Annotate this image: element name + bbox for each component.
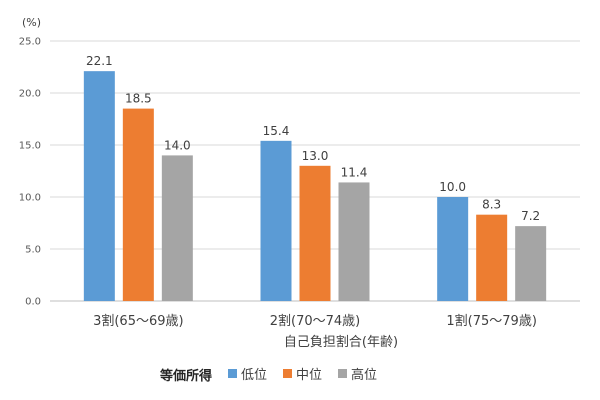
data-label: 11.4 (341, 165, 368, 179)
data-label: 8.3 (482, 198, 501, 212)
legend-swatch-中位 (283, 369, 292, 378)
bar-高位 (338, 182, 370, 301)
data-label: 14.0 (164, 138, 191, 152)
data-label: 18.5 (125, 92, 152, 106)
legend-label: 高位 (351, 367, 377, 383)
bar-中位 (299, 165, 331, 301)
legend-label: 中位 (296, 368, 322, 383)
category-label: 2割(70〜74歳) (270, 313, 361, 329)
bar-中位 (122, 108, 154, 301)
x-axis-categories: 3割(65〜69歳) 2割(70〜74歳) 1割(75〜79歳) (93, 313, 537, 329)
y-axis-ticks: 0.0 5.0 10.0 15.0 20.0 25.0 (19, 37, 41, 308)
category-label: 3割(65〜69歳) (93, 313, 184, 329)
data-label: 13.0 (302, 149, 329, 163)
y-axis-unit-label: (%) (22, 16, 41, 29)
data-label: 22.1 (86, 54, 113, 68)
y-tick-label: 25.0 (19, 37, 41, 48)
legend: 等価所得 低位 中位 高位 (159, 367, 377, 384)
data-label: 7.2 (521, 209, 540, 223)
y-tick-label: 0.0 (25, 297, 41, 308)
bar-高位 (515, 226, 547, 301)
data-label: 10.0 (439, 180, 466, 194)
bars (83, 71, 547, 301)
legend-title: 等価所得 (159, 368, 212, 384)
data-labels: 22.1 18.5 14.0 15.4 13.0 11.4 10.0 8.3 7.2 (86, 54, 540, 223)
y-tick-label: 20.0 (19, 89, 41, 100)
y-tick-label: 10.0 (19, 193, 41, 204)
bar-低位 (260, 140, 292, 301)
bar-低位 (437, 197, 469, 301)
legend-swatch-低位 (228, 369, 237, 378)
bar-中位 (476, 214, 508, 301)
x-axis-title: 自己負担割合(年齢) (284, 334, 398, 350)
bar-低位 (83, 71, 115, 301)
bar-高位 (161, 155, 193, 301)
legend-label: 低位 (241, 368, 267, 383)
legend-swatch-高位 (338, 369, 347, 378)
data-label: 15.4 (263, 124, 290, 138)
y-tick-label: 15.0 (19, 141, 41, 152)
category-label: 1割(75〜79歳) (446, 313, 537, 329)
y-tick-label: 5.0 (25, 245, 41, 256)
